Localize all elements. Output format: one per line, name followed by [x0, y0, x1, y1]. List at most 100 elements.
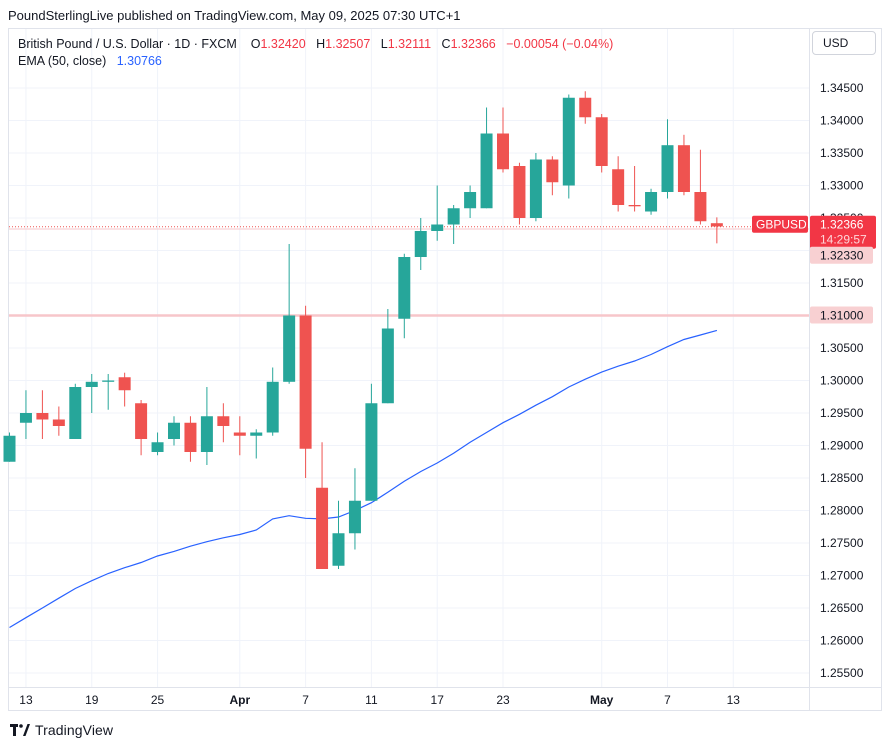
- candle-down[interactable]: [316, 487, 329, 569]
- high-label: H: [316, 37, 326, 51]
- brand-name: TradingView: [35, 722, 114, 738]
- candle-up[interactable]: [348, 500, 361, 534]
- candle-down[interactable]: [546, 159, 559, 183]
- candle-up[interactable]: [151, 442, 164, 452]
- candle-up[interactable]: [250, 432, 263, 436]
- ema-row: EMA (50, close) 1.30766: [18, 53, 613, 70]
- candle-up[interactable]: [464, 192, 477, 209]
- candle-down[interactable]: [135, 403, 148, 439]
- y-tick-label: 1.27000: [820, 569, 864, 583]
- candle-up[interactable]: [431, 224, 444, 232]
- open-value: 1.32420: [260, 37, 306, 51]
- candle-up[interactable]: [168, 422, 180, 439]
- chart-legend: British Pound / U.S. Dollar · 1D · FXCM …: [18, 36, 613, 70]
- close-value: 1.32366: [450, 37, 496, 51]
- x-tick-label: 13: [727, 693, 741, 707]
- candle-down[interactable]: [694, 192, 707, 222]
- y-tick-label: 1.30000: [820, 374, 864, 388]
- candle-up[interactable]: [85, 381, 98, 387]
- candle-down[interactable]: [497, 133, 509, 170]
- candle-up[interactable]: [661, 145, 674, 192]
- candle-up[interactable]: [69, 387, 82, 439]
- symbol-title[interactable]: British Pound / U.S. Dollar · 1D · FXCM: [18, 37, 237, 51]
- candle-up[interactable]: [414, 231, 427, 257]
- y-tick-label: 1.26500: [820, 601, 864, 615]
- low-label: L: [380, 37, 388, 51]
- publisher-caption: PoundSterlingLive published on TradingVi…: [8, 8, 461, 23]
- y-tick-label: 1.33000: [820, 179, 864, 193]
- symbol-row: British Pound / U.S. Dollar · 1D · FXCM …: [18, 36, 613, 53]
- candle-down[interactable]: [628, 205, 641, 207]
- x-tick-label: 23: [496, 693, 510, 707]
- level-tag-bg: [810, 246, 873, 264]
- candle-up[interactable]: [19, 413, 32, 423]
- y-tick-label: 1.28500: [820, 471, 864, 485]
- candle-up[interactable]: [3, 435, 16, 462]
- candle-up[interactable]: [283, 315, 296, 382]
- close-label: C: [441, 37, 451, 51]
- last-price-value: 1.32366: [820, 218, 864, 232]
- candle-down[interactable]: [579, 97, 592, 118]
- candle-down[interactable]: [36, 413, 49, 420]
- candle-up[interactable]: [102, 380, 115, 382]
- currency-button[interactable]: USD: [812, 31, 876, 55]
- candle-down[interactable]: [184, 422, 197, 452]
- y-tick-label: 1.27500: [820, 536, 864, 550]
- x-tick-label: May: [590, 693, 614, 707]
- candle-up[interactable]: [365, 403, 378, 501]
- x-tick-label: 17: [431, 693, 445, 707]
- last-price-tag-bg: [810, 215, 876, 249]
- candle-up[interactable]: [480, 133, 493, 209]
- candle-down[interactable]: [52, 419, 65, 427]
- candle-up[interactable]: [645, 192, 658, 212]
- chart-frame: [8, 28, 882, 711]
- candle-down[interactable]: [710, 223, 723, 227]
- candle-down[interactable]: [677, 145, 690, 192]
- level-tag: 1.32330: [820, 249, 864, 263]
- footer-brand[interactable]: TradingView: [10, 719, 113, 741]
- x-tick-label: 13: [19, 693, 33, 707]
- x-tick-label: 25: [151, 693, 165, 707]
- candle-up[interactable]: [562, 97, 575, 186]
- y-tick-label: 1.34000: [820, 114, 864, 128]
- tradingview-logo-icon: [10, 724, 30, 736]
- y-tick-label: 1.28000: [820, 504, 864, 518]
- y-tick-label: 1.30500: [820, 341, 864, 355]
- candle-up[interactable]: [266, 381, 279, 433]
- candle-up[interactable]: [398, 257, 411, 319]
- candle-down[interactable]: [513, 166, 526, 218]
- x-tick-label: Apr: [229, 693, 250, 707]
- y-tick-label: 1.34500: [820, 81, 864, 95]
- symbol-price-tag: GBPUSD: [756, 218, 807, 232]
- candle-down[interactable]: [217, 416, 230, 426]
- candle-down[interactable]: [612, 169, 625, 205]
- candle-down[interactable]: [233, 432, 246, 436]
- ema-value: 1.30766: [116, 54, 162, 68]
- y-tick-label: 1.25500: [820, 666, 864, 680]
- ema-line: [9, 329, 718, 629]
- ema-label[interactable]: EMA (50, close): [18, 54, 107, 68]
- level-tag: 1.31000: [820, 309, 864, 323]
- x-tick-label: 7: [302, 693, 309, 707]
- x-tick-label: 19: [85, 693, 99, 707]
- candle-up[interactable]: [447, 208, 460, 225]
- candle-down[interactable]: [595, 117, 608, 166]
- candle-up[interactable]: [529, 159, 542, 219]
- symbol-price-tag-bg: [752, 215, 808, 233]
- change-value: −0.00054 (−0.04%): [506, 37, 614, 51]
- candle-down[interactable]: [118, 377, 131, 391]
- candle-up[interactable]: [200, 416, 213, 452]
- candle-down[interactable]: [299, 315, 312, 449]
- open-label: O: [250, 37, 261, 51]
- candle-up[interactable]: [332, 533, 345, 566]
- y-tick-label: 1.31500: [820, 276, 864, 290]
- x-tick-label: 7: [664, 693, 671, 707]
- candle-up[interactable]: [381, 328, 394, 404]
- x-tick-label: 11: [365, 693, 378, 707]
- y-tick-label: 1.29000: [820, 439, 864, 453]
- y-tick-label: 1.26000: [820, 634, 864, 648]
- low-value: 1.32111: [387, 37, 432, 51]
- level-tag-bg: [810, 306, 873, 324]
- y-tick-label: 1.29500: [820, 406, 864, 420]
